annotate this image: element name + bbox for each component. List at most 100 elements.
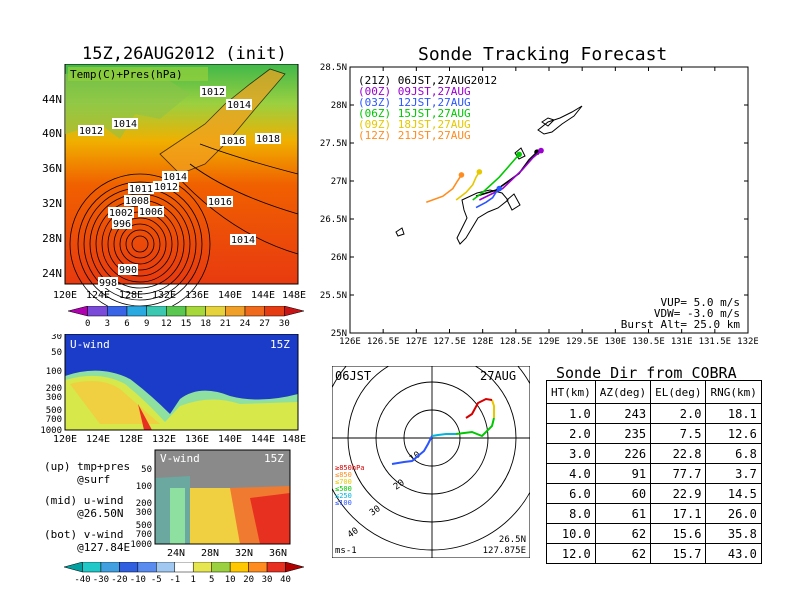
colorbar-swatch (285, 562, 305, 573)
svg-text:100: 100 (136, 482, 152, 492)
table-cell: 6.0 (546, 483, 596, 504)
colorbar-tick: -30 (93, 575, 109, 585)
hodo-legend-entry: ≥850hPa (335, 464, 365, 472)
colorbar-swatch (100, 562, 120, 573)
table-row: 10.0 62 15.6 35.8 (546, 523, 762, 544)
wind-colorbar: -40 -30 -20 -10 -5 -1 1 5 10 20 30 40 (63, 562, 305, 585)
x-tick: 129E (538, 337, 560, 347)
x-tick: 129.5E (566, 337, 599, 347)
svg-text:1016: 1016 (221, 136, 245, 147)
colorbar-tick: 15 (181, 319, 192, 328)
svg-text:30: 30 (51, 334, 62, 342)
legend-entry: (09Z) 18JST,27AUG (358, 118, 471, 131)
svg-text:996: 996 (113, 219, 131, 230)
svg-text:1014: 1014 (227, 100, 251, 111)
table-cell: 235 (594, 423, 652, 444)
hodo-legend-entry: ≤250 (335, 492, 352, 500)
svg-text:1014: 1014 (231, 235, 255, 246)
table-cell: 12.6 (705, 423, 762, 444)
param-vup: VUP= 5.0 m/s (661, 296, 740, 309)
y-tick: 27N (331, 177, 347, 187)
colorbar-tick: 18 (200, 319, 211, 328)
y-tick: 32N (42, 197, 62, 210)
sonde-dir-table: HT(km) AZ(deg) EL(deg) RNG(km) 1.0 243 2.0 18.… (546, 380, 762, 564)
track-endpoint (516, 151, 522, 158)
table-cell: 243 (594, 403, 652, 424)
track-endpoint (458, 172, 465, 178)
svg-text:100: 100 (46, 367, 62, 377)
y-tick: 24N (42, 267, 62, 280)
colorbar-swatch (205, 306, 226, 317)
colorbar-swatch (126, 306, 147, 317)
hodo-lat: 26.5N (499, 535, 526, 545)
colorbar-swatch (166, 306, 187, 317)
y-tick: 28.5N (320, 63, 347, 73)
track-line (455, 171, 481, 201)
svg-text:50: 50 (141, 465, 152, 475)
colorbar-tick: 21 (220, 319, 231, 328)
x-tick: 148E (282, 290, 306, 301)
panel-notes: (up) tmp+pres @surf (mid) u-wind @26.50N… (44, 460, 131, 554)
legend-entry: (06Z) 15JST,27AUG (358, 107, 471, 120)
table-row: 4.0 91 77.7 3.7 (546, 463, 762, 484)
left-map-title: 15Z,26AUG2012 (init) (82, 44, 287, 64)
table-cell: 226 (594, 443, 652, 464)
y-tick: 26N (331, 253, 347, 263)
track-endpoint (538, 147, 544, 154)
svg-text:32N: 32N (235, 548, 253, 559)
x-tick: 126.5E (367, 337, 400, 347)
x-tick: 128.5E (500, 337, 533, 347)
table-row: 2.0 235 7.5 12.6 (546, 423, 762, 444)
table-cell: 8.0 (546, 503, 596, 524)
table-row: 3.0 226 22.8 6.8 (546, 443, 762, 464)
svg-text:24N: 24N (167, 548, 185, 559)
table-cell: 62 (594, 543, 652, 564)
svg-text:1012: 1012 (201, 87, 225, 98)
colorbar-tick: 0 (85, 319, 90, 328)
table-row: 8.0 61 17.1 26.0 (546, 503, 762, 524)
asia-landmass (65, 68, 190, 139)
u-wind-time: 15Z (270, 338, 290, 351)
table-cell: 26.0 (705, 503, 762, 524)
table-cell: 2.0 (650, 403, 707, 424)
x-tick: 130E (604, 337, 626, 347)
x-tick: 124E (86, 290, 110, 301)
y-tick: 40N (42, 127, 62, 140)
colorbar-swatch (185, 306, 206, 317)
y-tick: 26.5N (320, 215, 347, 225)
colorbar-swatch (67, 306, 88, 317)
sonde-tracking-chart: 126E 126.5E 127E 127.5E 128E 128.5E 129E 129.5E… (320, 63, 758, 347)
hodo-time: 06JST (335, 369, 371, 383)
colorbar-tick: 20 (243, 575, 254, 585)
svg-text:1000: 1000 (130, 540, 152, 550)
colorbar-swatch (225, 306, 246, 317)
svg-text:36N: 36N (269, 548, 287, 559)
svg-text:132E: 132E (152, 434, 176, 445)
svg-text:500: 500 (136, 521, 152, 531)
legend-entry: (03Z) 12JST,27AUG (358, 96, 471, 109)
svg-text:1000: 1000 (40, 426, 62, 436)
colorbar-tick: 10 (225, 575, 236, 585)
legend-entry: (12Z) 21JST,27AUG (358, 129, 471, 142)
colorbar-tick: 3 (105, 319, 110, 328)
svg-text:148E: 148E (282, 434, 306, 445)
colorbar-tick: 40 (280, 575, 291, 585)
colorbar-tick: 6 (124, 319, 129, 328)
y-tick: 27.5N (320, 139, 347, 149)
svg-text:1008: 1008 (125, 196, 149, 207)
table-cell: 10.0 (546, 523, 596, 544)
table-cell: 2.0 (546, 423, 596, 444)
colorbar-swatch (248, 562, 268, 573)
japan-landmass (159, 68, 286, 175)
table-cell: 12.0 (546, 543, 596, 564)
svg-text:128E: 128E (119, 434, 143, 445)
svg-text:200: 200 (136, 499, 152, 509)
table-cell: 91 (594, 463, 652, 484)
x-tick: 127E (405, 337, 427, 347)
table-title: Sonde Dir from COBRA (556, 364, 737, 382)
table-cell: 4.0 (546, 463, 596, 484)
colorbar-swatch (244, 306, 265, 317)
x-tick: 120E (53, 290, 77, 301)
table-cell: 3.0 (546, 443, 596, 464)
colorbar-swatch (87, 306, 108, 317)
